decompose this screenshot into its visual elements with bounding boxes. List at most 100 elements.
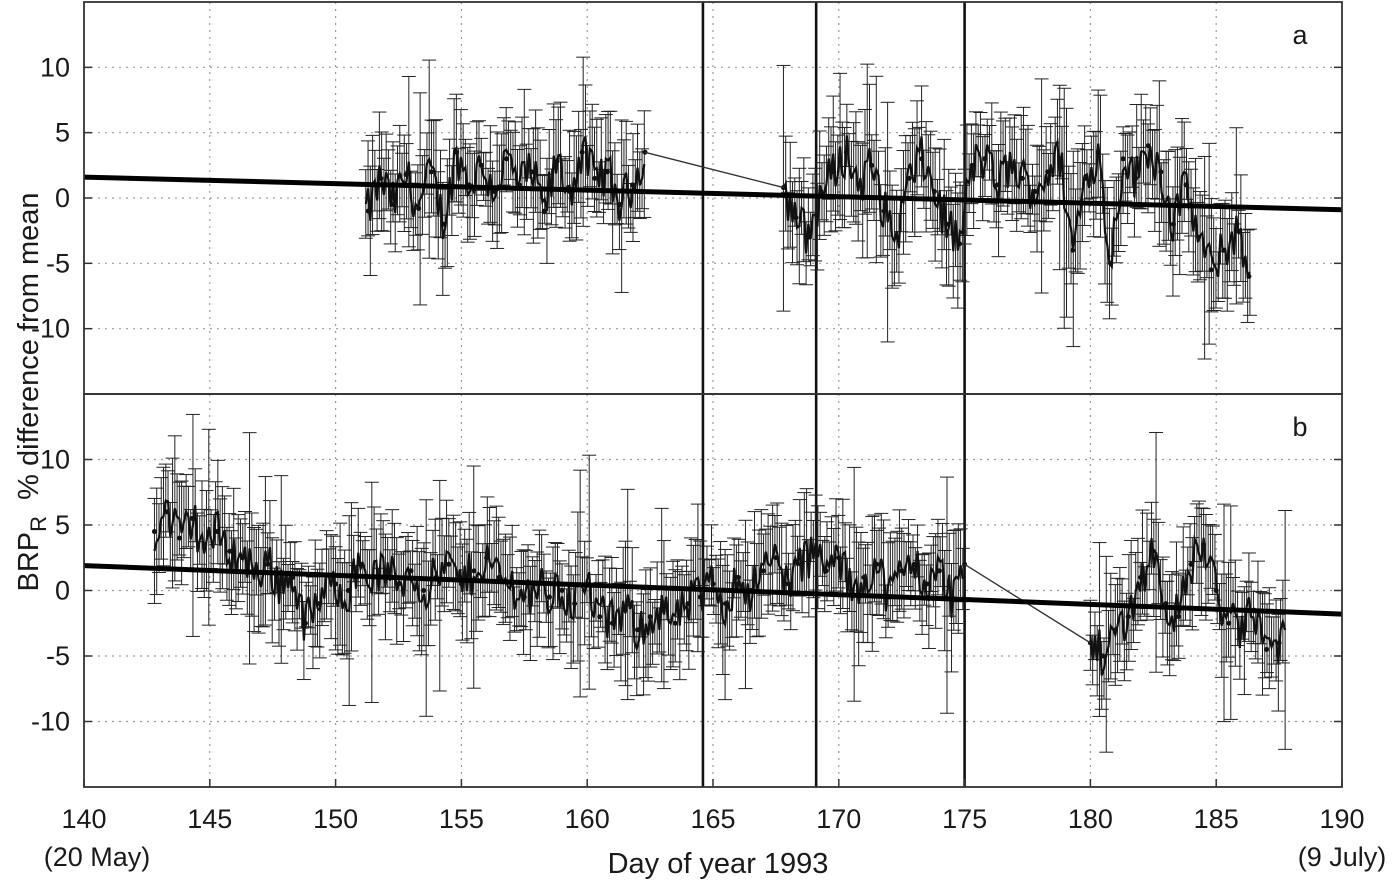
y-axis-label-sub: R xyxy=(26,516,51,532)
data-point xyxy=(202,542,208,548)
data-point xyxy=(453,149,459,155)
data-point xyxy=(919,156,925,162)
data-point xyxy=(811,548,817,554)
y-tick-label: 10 xyxy=(40,52,70,82)
x-tick-label: 150 xyxy=(313,804,358,834)
data-point xyxy=(227,548,233,554)
x-end-note: (9 July) xyxy=(1298,842,1387,872)
data-point xyxy=(592,175,598,181)
x-start-note: (20 May) xyxy=(44,842,151,872)
data-point xyxy=(1158,169,1164,175)
series-line xyxy=(153,499,964,653)
data-point xyxy=(697,594,703,600)
x-tick-label: 165 xyxy=(690,804,735,834)
data-point xyxy=(836,555,842,561)
data-point xyxy=(785,581,791,587)
data-point xyxy=(931,188,937,194)
data-point xyxy=(1138,574,1144,580)
data-point xyxy=(1170,221,1176,227)
data-point xyxy=(622,607,628,613)
data-point xyxy=(685,601,691,607)
data-point xyxy=(894,234,900,240)
data-point xyxy=(378,175,384,181)
data-point xyxy=(365,208,371,214)
data-point xyxy=(629,182,635,188)
series-line xyxy=(364,136,646,240)
data-point xyxy=(635,627,641,633)
data-point xyxy=(1057,156,1063,162)
data-point xyxy=(529,169,535,175)
data-point xyxy=(214,529,220,535)
data-point xyxy=(881,208,887,214)
data-point xyxy=(164,509,170,515)
y-tick-label: -10 xyxy=(31,314,70,344)
x-tick-label: 180 xyxy=(1068,804,1113,834)
data-point xyxy=(1032,188,1038,194)
data-point xyxy=(383,568,389,574)
data-point xyxy=(617,202,623,208)
data-point xyxy=(408,568,414,574)
data-point xyxy=(496,574,502,580)
data-point xyxy=(441,221,447,227)
series-line xyxy=(1089,534,1287,676)
data-point xyxy=(559,588,565,593)
data-point xyxy=(1120,156,1126,162)
y-tick-label: 5 xyxy=(55,118,70,148)
data-point xyxy=(597,614,603,620)
y-tick-label: 10 xyxy=(40,445,70,475)
data-point xyxy=(403,171,409,177)
data-point xyxy=(579,149,585,155)
data-point xyxy=(471,568,477,574)
data-point xyxy=(554,158,560,164)
y-tick-label: -5 xyxy=(46,641,70,671)
data-point xyxy=(240,555,246,561)
data-point xyxy=(1007,162,1013,168)
data-point xyxy=(1108,260,1114,266)
y-tick-label: 0 xyxy=(55,183,70,213)
data-point xyxy=(1238,627,1244,633)
data-point xyxy=(428,169,434,175)
data-point xyxy=(345,588,351,593)
y-axis-label: BRPR % difference from mean xyxy=(13,193,51,592)
data-point xyxy=(177,535,183,541)
data-point xyxy=(735,574,741,580)
data-point xyxy=(1045,169,1051,175)
data-point xyxy=(1196,234,1202,240)
data-point xyxy=(843,149,849,155)
x-tick-label: 155 xyxy=(439,804,484,834)
data-point xyxy=(396,581,401,587)
data-point xyxy=(1095,149,1101,155)
data-point xyxy=(390,202,396,208)
x-tick-label: 170 xyxy=(816,804,861,834)
data-point xyxy=(1201,542,1207,548)
data-point xyxy=(660,607,666,613)
x-tick-label: 140 xyxy=(61,804,106,834)
panel-label: a xyxy=(1292,20,1308,50)
data-point xyxy=(604,169,610,175)
data-point xyxy=(1145,143,1151,149)
data-point xyxy=(906,175,912,181)
data-point xyxy=(358,561,364,567)
data-point xyxy=(1082,175,1088,181)
y-tick-label: -5 xyxy=(46,248,70,278)
data-point xyxy=(856,182,862,188)
data-point xyxy=(861,574,867,580)
data-point xyxy=(994,182,1000,188)
data-point xyxy=(1019,175,1025,181)
data-point xyxy=(793,215,799,221)
data-point xyxy=(333,581,339,587)
data-point xyxy=(831,169,837,175)
data-point xyxy=(672,620,678,626)
data-point xyxy=(1100,653,1106,659)
data-point xyxy=(848,588,854,593)
y-tick-label: 5 xyxy=(55,510,70,540)
x-axis-label: Day of year 1993 xyxy=(608,848,829,880)
data-point xyxy=(1183,182,1189,188)
data-point xyxy=(1188,561,1194,567)
y-tick-label: -10 xyxy=(31,707,70,737)
data-point xyxy=(982,156,988,162)
data-point xyxy=(760,568,766,574)
data-point xyxy=(1233,228,1239,234)
trend-line xyxy=(83,563,1343,617)
